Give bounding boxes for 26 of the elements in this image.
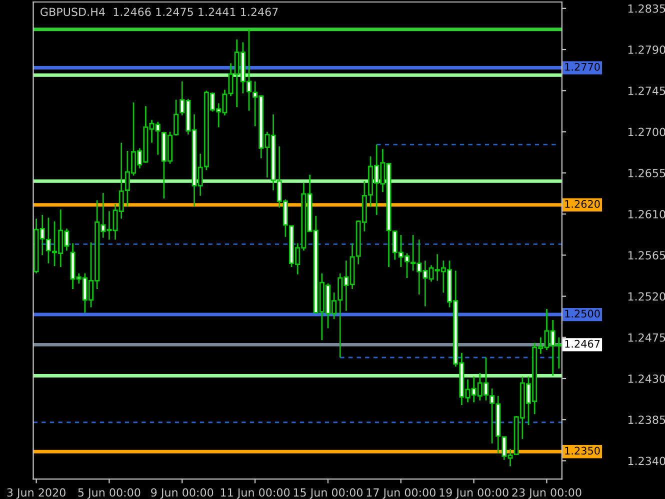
x-tick-label: 3 Jun 2020 [7, 488, 66, 499]
y-tick-label: 1.2340 [628, 456, 665, 466]
y-tick-label: 1.2655 [628, 168, 665, 178]
ref-line-label: 1.2620 [565, 200, 600, 208]
x-tick-label: 17 Jun 00:00 [366, 488, 436, 499]
y-tick-label: 1.2385 [628, 416, 665, 424]
y-tick-label: 1.2700 [628, 128, 665, 136]
chart-title: GBPUSD.H4 1.2466 1.2475 1.2441 1.2467 [40, 8, 278, 16]
x-tick-label: 19 Jun 00:00 [440, 488, 508, 499]
y-tick-label: 1.2475 [628, 333, 665, 342]
x-tick-label: 9 Jun 00:00 [151, 488, 214, 499]
x-tick-label: 15 Jun 00:00 [294, 488, 363, 499]
ref-line-label: 1.2770 [565, 62, 600, 71]
y-tick-label: 1.2610 [628, 210, 665, 218]
y-tick-label: 1.2790 [628, 45, 665, 54]
ref-line-label: 1.2500 [565, 310, 600, 318]
y-tick-label: 1.2835 [628, 4, 665, 13]
x-tick-label: 11 Jun 00:00 [220, 488, 290, 499]
ref-line-label: 1.2350 [565, 446, 600, 455]
y-tick-label: 1.2520 [628, 292, 665, 301]
y-tick-label: 1.2430 [628, 374, 665, 383]
y-tick-label: 1.2745 [628, 86, 665, 96]
x-tick-label: 5 Jun 00:00 [78, 488, 140, 499]
ref-line-label: 1.2467 [565, 340, 600, 348]
x-tick-label: 23 Jun 00:00 [512, 488, 582, 499]
y-tick-label: 1.2565 [628, 251, 665, 260]
